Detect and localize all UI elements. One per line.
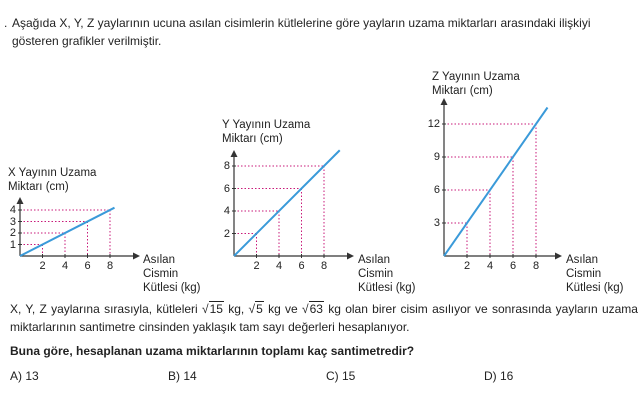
sqrt-63-radicand: 63 — [308, 301, 324, 316]
chart-y-y-arrow — [230, 150, 238, 157]
sqrt-5: √5 — [248, 301, 264, 316]
chart-y-xtick-0: 2 — [253, 260, 260, 272]
chart-z-ytick-3: 12 — [427, 118, 440, 130]
chart-x-xlabel-line2: Cismin — [143, 268, 179, 280]
chart-y-series-line — [233, 149, 341, 257]
chart-x-xtick-3: 8 — [106, 260, 114, 272]
chart-y-xtick-2: 6 — [298, 260, 305, 272]
chart-z-xtick-0: 2 — [463, 260, 471, 272]
option-d[interactable]: D) 16 — [484, 369, 514, 383]
chart-z-series-line — [443, 106, 549, 257]
chart-z-ylabel: Z Yayının Uzama Miktarı (cm) — [432, 70, 520, 98]
chart-x-xtick-2: 6 — [84, 260, 91, 272]
problem-text: X, Y, Z yaylarına sırasıyla, kütleleri √… — [10, 300, 638, 336]
chart-x-x-arrow — [133, 252, 140, 260]
chart-z-ylabel-line1: Z Yayının Uzama — [432, 71, 520, 83]
intro-body: Aşağıda X, Y, Z yaylarının ucuna asılan … — [12, 16, 591, 48]
intro-bullet: . — [4, 16, 8, 30]
chart-x-ylabel: X Yayının Uzama Miktarı (cm) — [8, 166, 96, 194]
sqrt-15-radicand: 15 — [208, 301, 224, 316]
sqrt-63: √63 — [302, 301, 324, 316]
chart-y-ytick-1: 4 — [223, 205, 230, 217]
chart-y-xtick-1: 4 — [275, 260, 283, 272]
chart-x-ytick-3: 4 — [9, 204, 16, 216]
chart-y-ylabel: Y Yayının Uzama Miktarı (cm) — [222, 118, 310, 146]
chart-x-xtick-0: 2 — [39, 260, 46, 272]
intro-text: . Aşağıda X, Y, Z yaylarının ucuna asıla… — [4, 14, 638, 50]
problem-part1: X, Y, Z yaylarına sırasıyla, kütleleri — [10, 302, 202, 316]
chart-x-y-arrow — [16, 197, 24, 204]
chart-y-xtick-3: 8 — [320, 260, 328, 272]
sqrt-15: √15 — [202, 301, 224, 316]
chart-x-ylabel-line2: Miktarı (cm) — [8, 181, 69, 193]
chart-y-xlabel-line2: Cismin — [358, 268, 394, 280]
problem-part2: kg olan birer cisim asılıyor ve sonrasın… — [10, 302, 638, 334]
question-text: Buna göre, hesaplanan uzama miktarlarını… — [10, 344, 415, 358]
chart-z-xlabel-line1: Asılan — [566, 254, 598, 266]
chart-y-ytick-0: 2 — [223, 227, 230, 240]
chart-z-x-arrow — [555, 252, 562, 260]
chart-z-xtick-3: 8 — [532, 260, 540, 272]
chart-z-ytick-0: 3 — [433, 217, 440, 229]
chart-y-ylabel-line2: Miktarı (cm) — [222, 133, 283, 145]
chart-z-ytick-1: 6 — [433, 184, 440, 196]
sqrt-5-radicand: 5 — [255, 301, 264, 316]
chart-x-ytick-0: 1 — [9, 238, 16, 251]
chart-y-ylabel-line1: Y Yayının Uzama — [222, 119, 311, 131]
chart-y-ytick-2: 6 — [223, 182, 230, 195]
chart-x-xlabel: Asılan Cismin Kütlesi (kg) — [143, 253, 201, 295]
chart-y-ytick-3: 8 — [223, 160, 230, 172]
chart-x-ylabel-line1: X Yayının Uzama — [8, 167, 97, 179]
chart-x-xtick-1: 4 — [61, 260, 69, 272]
chart-z-y-arrow — [440, 98, 448, 105]
problem-unit2: kg ve — [263, 302, 303, 316]
option-c[interactable]: C) 15 — [326, 369, 356, 383]
chart-z-xlabel-line3: Kütlesi (kg) — [566, 282, 624, 294]
chart-y-xlabel-line3: Kütlesi (kg) — [358, 282, 416, 294]
chart-y-xlabel: Asılan Cismin Kütlesi (kg) — [358, 253, 416, 295]
chart-z-xlabel: Asılan Cismin Kütlesi (kg) — [566, 253, 624, 295]
problem-unit1: kg, — [223, 302, 249, 316]
chart-z-xtick-1: 4 — [486, 260, 494, 272]
chart-x-ytick-2: 3 — [9, 215, 16, 228]
option-b[interactable]: B) 14 — [168, 369, 197, 383]
chart-z-ylabel-line2: Miktarı (cm) — [432, 85, 493, 97]
chart-y-xlabel-line1: Asılan — [358, 254, 390, 266]
option-a[interactable]: A) 13 — [10, 369, 39, 383]
chart-x-series-line — [19, 206, 115, 257]
chart-x-ytick-1: 2 — [9, 227, 16, 239]
chart-z-xtick-2: 6 — [509, 260, 517, 272]
chart-y-x-arrow — [347, 252, 354, 260]
chart-x-xlabel-line3: Kütlesi (kg) — [143, 282, 201, 294]
chart-x-xlabel-line1: Asılan — [143, 254, 175, 266]
chart-z-xlabel-line2: Cismin — [566, 268, 602, 280]
chart-z-ytick-2: 9 — [433, 151, 440, 163]
